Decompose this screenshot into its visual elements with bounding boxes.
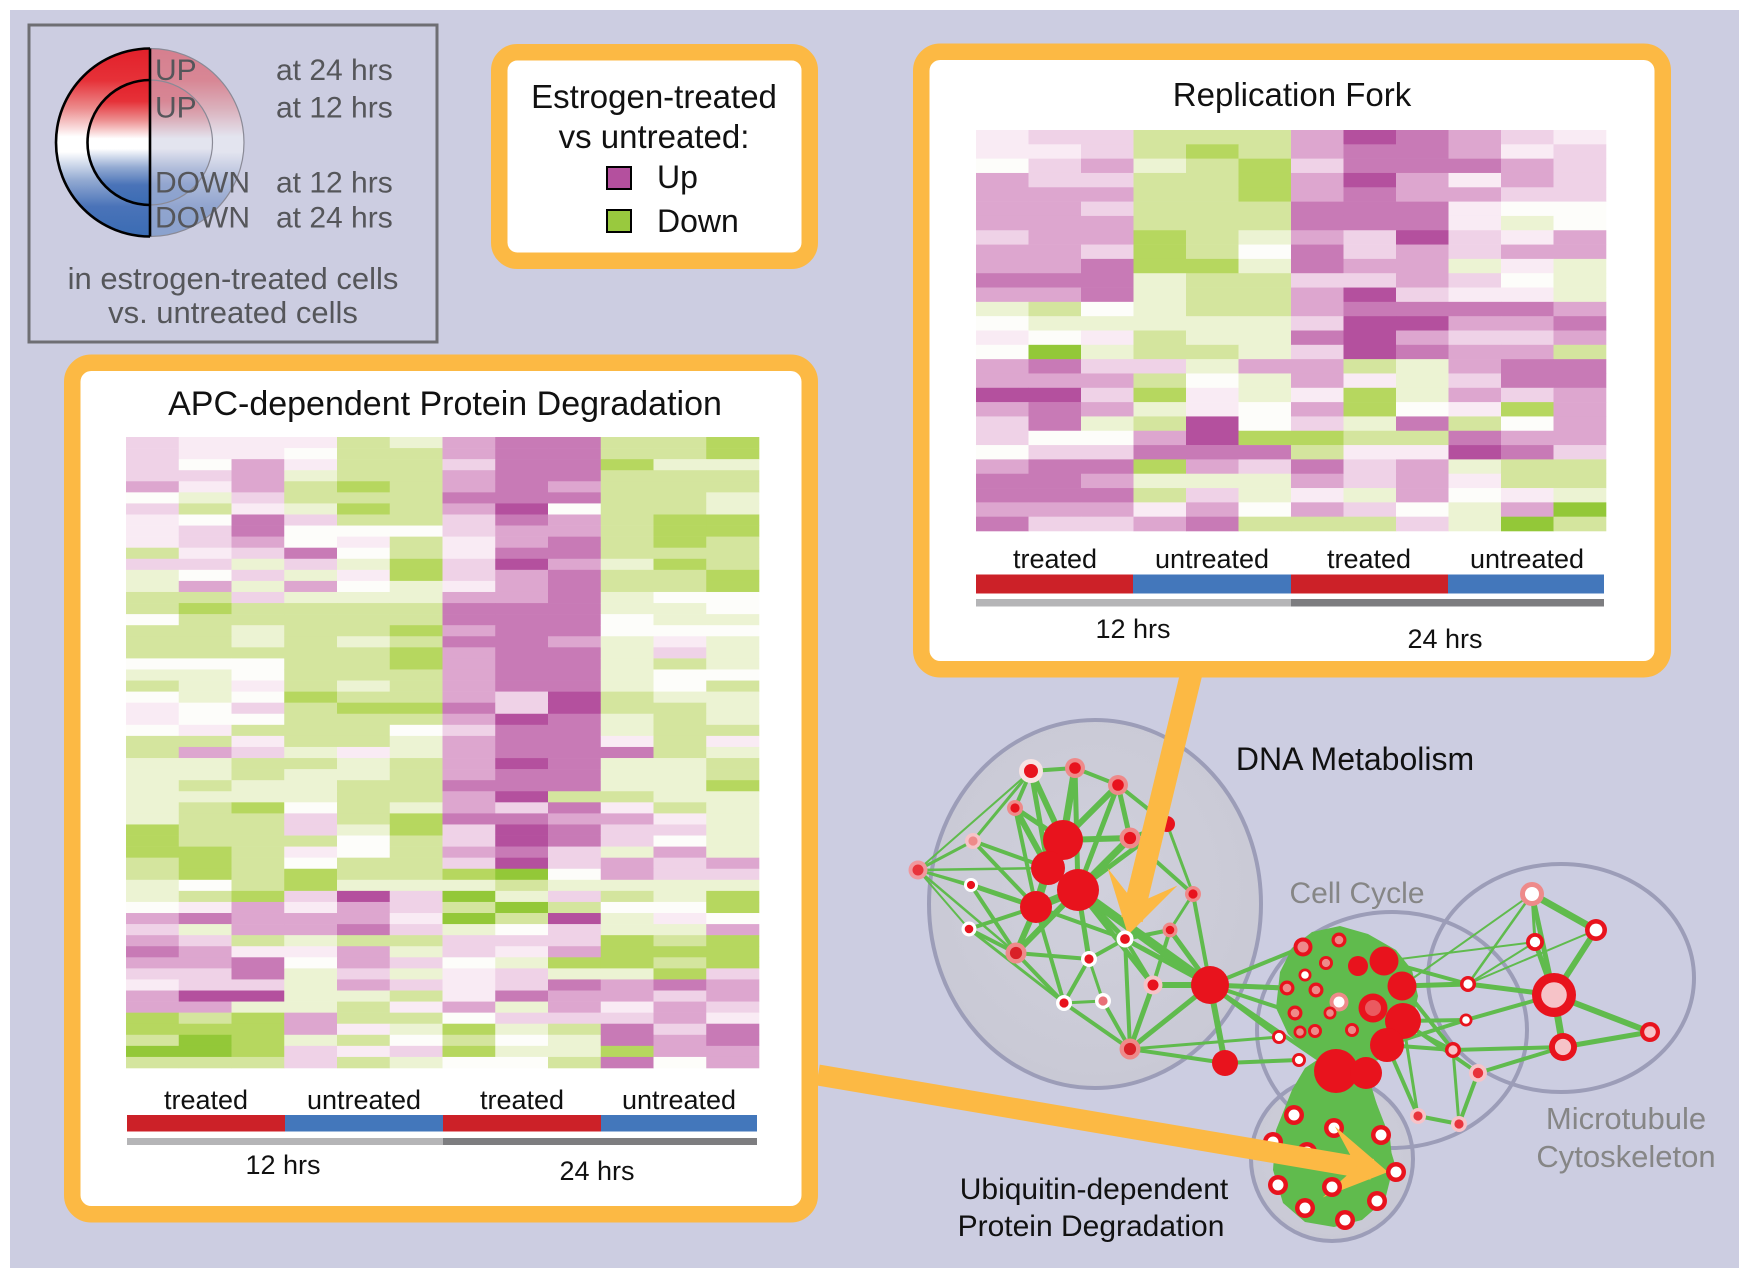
svg-text:at 24 hrs: at 24 hrs <box>276 202 393 235</box>
svg-text:DOWN: DOWN <box>155 167 250 200</box>
svg-text:vs untreated:: vs untreated: <box>559 118 750 155</box>
svg-text:untreated: untreated <box>1155 544 1269 574</box>
svg-text:at 24 hrs: at 24 hrs <box>276 54 393 87</box>
svg-text:treated: treated <box>164 1085 248 1115</box>
svg-text:24 hrs: 24 hrs <box>1407 624 1482 654</box>
svg-text:vs. untreated cells: vs. untreated cells <box>108 295 358 330</box>
svg-text:UP: UP <box>155 54 197 87</box>
svg-text:Cell Cycle: Cell Cycle <box>1289 877 1424 910</box>
svg-text:Down: Down <box>657 203 739 239</box>
svg-text:Estrogen-treated: Estrogen-treated <box>531 78 777 115</box>
svg-text:at 12 hrs: at 12 hrs <box>276 92 393 125</box>
svg-text:DOWN: DOWN <box>155 202 250 235</box>
svg-text:treated: treated <box>480 1085 564 1115</box>
svg-text:untreated: untreated <box>622 1085 736 1115</box>
svg-text:DNA Metabolism: DNA Metabolism <box>1236 741 1474 777</box>
svg-text:Microtubule: Microtubule <box>1546 1101 1706 1136</box>
svg-text:UP: UP <box>155 92 197 125</box>
svg-text:24 hrs: 24 hrs <box>559 1156 634 1186</box>
svg-text:untreated: untreated <box>307 1085 421 1115</box>
svg-text:12 hrs: 12 hrs <box>1095 614 1170 644</box>
svg-text:Protein Degradation: Protein Degradation <box>958 1210 1225 1243</box>
svg-text:Ubiquitin-dependent: Ubiquitin-dependent <box>960 1173 1229 1206</box>
svg-text:treated: treated <box>1327 544 1411 574</box>
svg-text:Up: Up <box>657 159 698 195</box>
svg-text:Replication Fork: Replication Fork <box>1173 76 1412 113</box>
svg-text:treated: treated <box>1013 544 1097 574</box>
svg-text:at 12 hrs: at 12 hrs <box>276 167 393 200</box>
svg-text:APC-dependent Protein Degradat: APC-dependent Protein Degradation <box>168 385 722 423</box>
svg-text:untreated: untreated <box>1470 544 1584 574</box>
svg-text:in estrogen-treated cells: in estrogen-treated cells <box>68 261 399 296</box>
svg-text:12 hrs: 12 hrs <box>245 1150 320 1180</box>
svg-text:Cytoskeleton: Cytoskeleton <box>1536 1139 1715 1174</box>
